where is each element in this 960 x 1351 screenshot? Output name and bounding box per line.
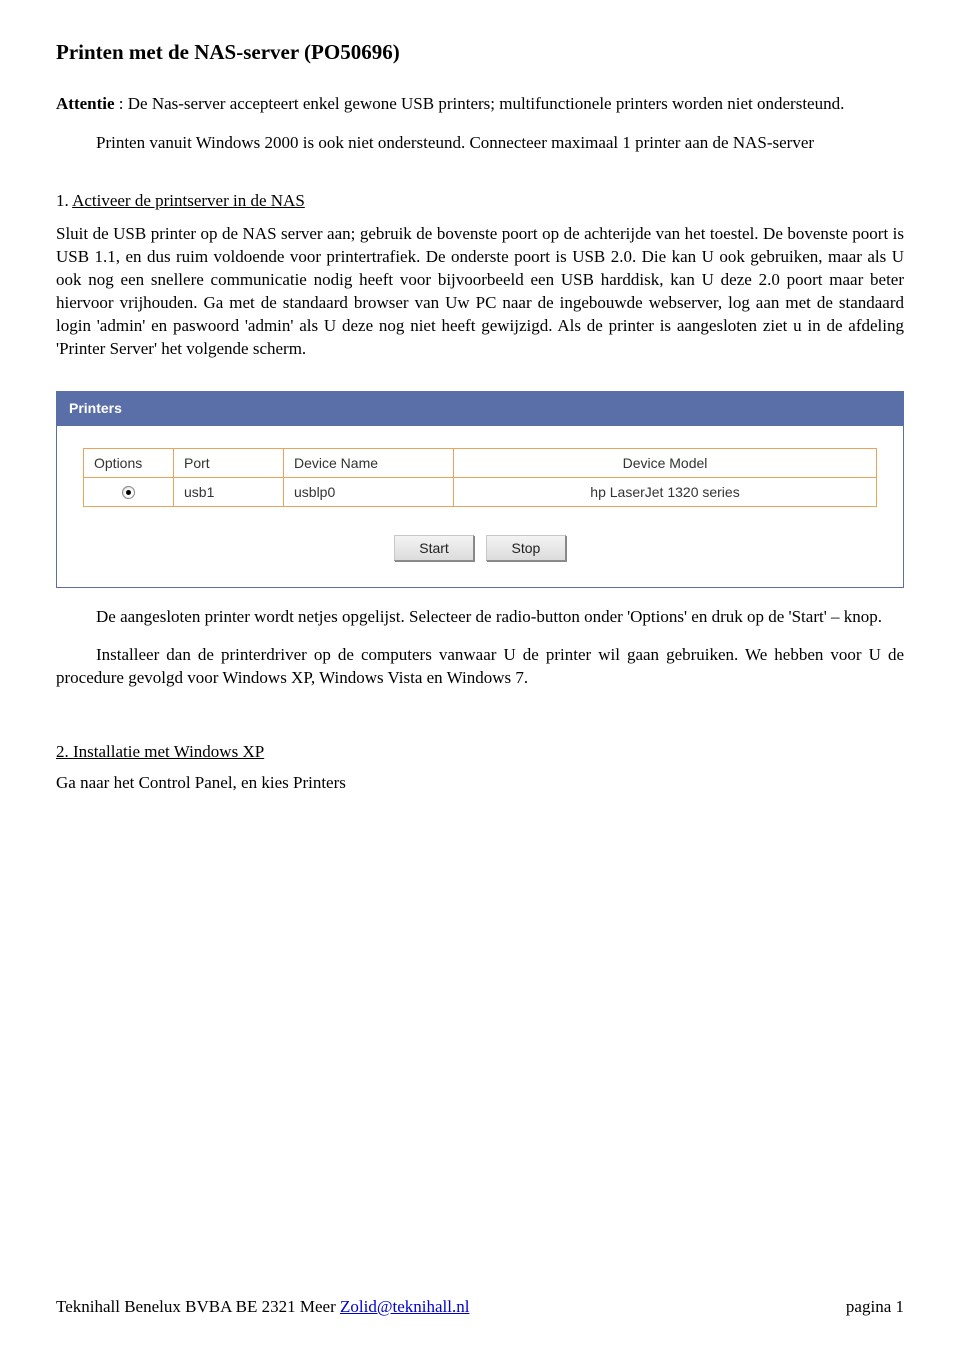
printer-radio[interactable] — [122, 486, 135, 499]
cell-options — [84, 477, 174, 506]
step1-body: Sluit de USB printer op de NAS server aa… — [56, 223, 904, 361]
cell-port: usb1 — [174, 477, 284, 506]
paragraph-after-panel: De aangesloten printer wordt netjes opge… — [56, 606, 904, 629]
stop-button[interactable]: Stop — [486, 535, 566, 561]
printers-panel: Printers Options Port Device Name Device… — [56, 391, 904, 588]
attention-text: : De Nas-server accepteert enkel gewone … — [115, 94, 845, 113]
cell-device: usblp0 — [284, 477, 454, 506]
footer-company: Teknihall Benelux BVBA BE 2321 Meer — [56, 1297, 340, 1316]
footer-email-link[interactable]: Zolid@teknihall.nl — [340, 1297, 469, 1316]
step1-number: 1. — [56, 191, 72, 210]
paragraph-win2000: Printen vanuit Windows 2000 is ook niet … — [56, 132, 904, 155]
cell-model: hp LaserJet 1320 series — [454, 477, 877, 506]
printers-panel-body: Options Port Device Name Device Model us… — [57, 426, 903, 587]
document-page: Printen met de NAS-server (PO50696) Atte… — [0, 0, 960, 1351]
table-header-row: Options Port Device Name Device Model — [84, 448, 877, 477]
col-header-model: Device Model — [454, 448, 877, 477]
col-header-port: Port — [174, 448, 284, 477]
col-header-device: Device Name — [284, 448, 454, 477]
paragraph-install-driver: Installeer dan de printerdriver op de co… — [56, 644, 904, 690]
step1-heading: 1. Activeer de printserver in de NAS — [56, 191, 904, 211]
table-row: usb1 usblp0 hp LaserJet 1320 series — [84, 477, 877, 506]
printers-panel-header: Printers — [57, 392, 903, 426]
section2-number: 2. — [56, 742, 73, 761]
section2-body: Ga naar het Control Panel, en kies Print… — [56, 772, 904, 795]
attention-paragraph: Attentie : De Nas-server accepteert enke… — [56, 93, 904, 116]
col-header-options: Options — [84, 448, 174, 477]
page-title: Printen met de NAS-server (PO50696) — [56, 40, 904, 65]
step1-title: Activeer de printserver in de NAS — [72, 191, 305, 210]
page-footer: Teknihall Benelux BVBA BE 2321 Meer Zoli… — [56, 1297, 904, 1317]
start-button[interactable]: Start — [394, 535, 474, 561]
footer-page: pagina 1 — [846, 1297, 904, 1317]
printer-buttons: Start Stop — [83, 535, 877, 561]
section2-heading: 2. Installatie met Windows XP — [56, 742, 904, 762]
footer-left: Teknihall Benelux BVBA BE 2321 Meer Zoli… — [56, 1297, 469, 1317]
attention-label: Attentie — [56, 94, 115, 113]
section2-title: Installatie met Windows XP — [73, 742, 264, 761]
printer-table: Options Port Device Name Device Model us… — [83, 448, 877, 507]
